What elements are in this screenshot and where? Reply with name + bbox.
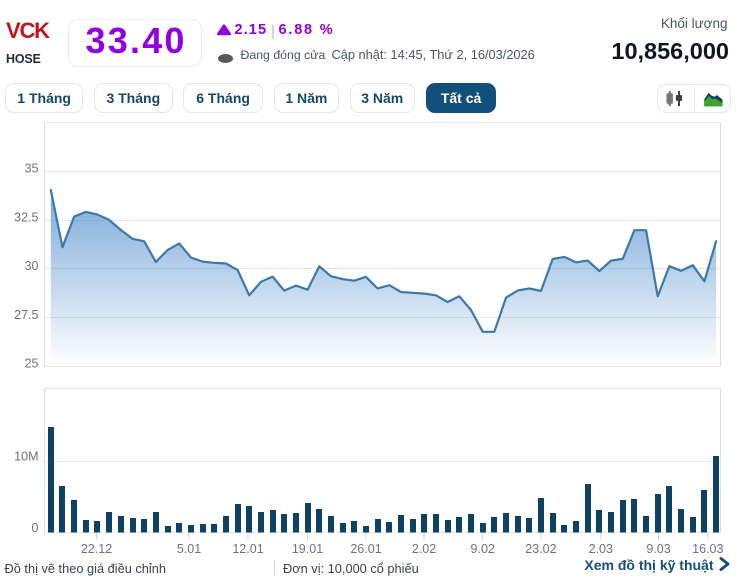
svg-text:9.02: 9.02 xyxy=(471,542,495,556)
svg-text:12.01: 12.01 xyxy=(232,542,263,556)
svg-text:5.01: 5.01 xyxy=(177,542,201,556)
svg-text:16.03: 16.03 xyxy=(692,542,723,556)
svg-text:23.02: 23.02 xyxy=(525,542,556,556)
svg-text:22.12: 22.12 xyxy=(81,542,112,556)
svg-text:27.5: 27.5 xyxy=(14,308,38,322)
svg-text:30: 30 xyxy=(25,259,39,273)
svg-text:32.5: 32.5 xyxy=(14,210,38,224)
svg-text:10M: 10M xyxy=(14,450,38,464)
svg-text:2.02: 2.02 xyxy=(412,542,436,556)
svg-text:19.01: 19.01 xyxy=(292,542,323,556)
svg-text:26.01: 26.01 xyxy=(350,542,381,556)
svg-text:9.03: 9.03 xyxy=(646,542,670,556)
svg-text:35: 35 xyxy=(25,162,39,176)
svg-text:2.03: 2.03 xyxy=(589,542,613,556)
svg-text:0: 0 xyxy=(32,521,39,535)
svg-text:25: 25 xyxy=(25,357,39,371)
